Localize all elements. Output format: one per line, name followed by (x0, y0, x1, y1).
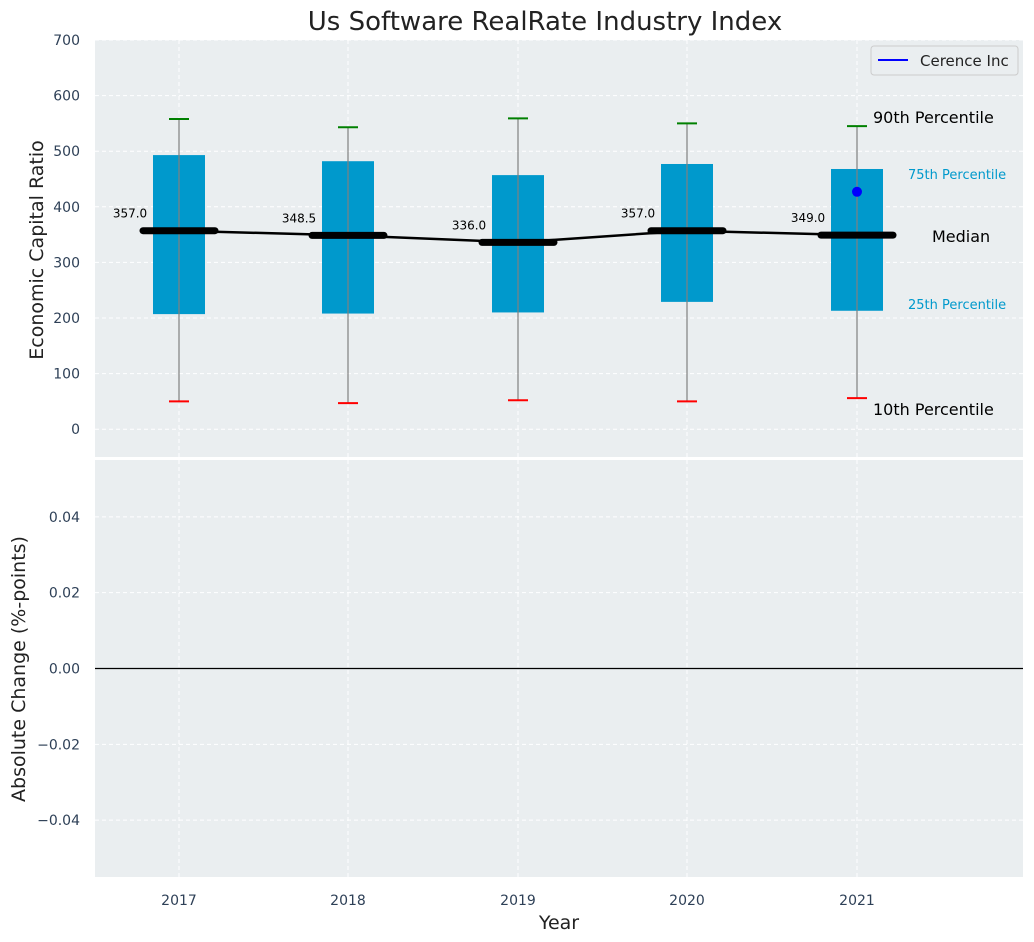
top-y-tick-label: 100 (53, 367, 80, 383)
top-y-tick-labels: 0 100 200 300 400 500 600 700 (53, 33, 80, 438)
median-line-group (139, 227, 897, 246)
top-y-tick-label: 0 (71, 422, 80, 438)
median-value-label: 349.0 (791, 211, 825, 225)
bottom-y-tick-label: 0.04 (49, 510, 80, 526)
median-value-label: 357.0 (621, 207, 655, 221)
x-tick-label: 2020 (669, 893, 705, 909)
top-y-tick-label: 300 (53, 255, 80, 271)
top-y-tick-label: 200 (53, 311, 80, 327)
x-tick-label: 2018 (330, 893, 366, 909)
median-value-labels: 357.0 348.5 336.0 357.0 349.0 (113, 207, 825, 233)
annotation-10th-percentile: 10th Percentile (873, 400, 994, 419)
company-point (852, 186, 862, 197)
top-y-tick-label: 400 (53, 200, 80, 216)
legend: Cerence Inc (870, 45, 1019, 76)
legend-frame (870, 45, 1019, 76)
x-axis-label: Year (538, 912, 579, 934)
bottom-y-tick-label: 0.00 (49, 662, 80, 678)
top-y-tick-label: 700 (53, 33, 80, 49)
legend-label: Cerence Inc (920, 52, 1009, 70)
median-value-label: 336.0 (452, 218, 486, 232)
x-tick-label: 2019 (500, 893, 536, 909)
x-tick-label: 2021 (839, 893, 875, 909)
median-value-label: 348.5 (282, 211, 316, 225)
bottom-y-tick-label: −0.04 (37, 813, 80, 829)
top-y-tick-label: 600 (53, 89, 80, 105)
annotation-median: Median (932, 227, 990, 246)
chart-title: Us Software RealRate Industry Index (308, 7, 782, 37)
company-point-group (852, 186, 862, 197)
top-y-axis-label: Economic Capital Ratio (26, 140, 48, 359)
annotation-75th-percentile: 75th Percentile (908, 168, 1006, 183)
median-value-label: 357.0 (113, 207, 147, 221)
top-y-tick-label: 500 (53, 144, 80, 160)
x-tick-labels: 2017 2018 2019 2020 2021 (161, 893, 875, 909)
top-grid (95, 39, 1023, 457)
bottom-y-tick-labels: −0.04 −0.02 0.00 0.02 0.04 (37, 510, 80, 829)
annotation-25th-percentile: 25th Percentile (908, 298, 1006, 313)
bottom-y-tick-label: 0.02 (49, 586, 80, 602)
bottom-y-axis-label: Absolute Change (%-points) (8, 536, 30, 802)
x-tick-label: 2017 (161, 893, 197, 909)
annotation-90th-percentile: 90th Percentile (873, 108, 994, 127)
top-panel-background (95, 40, 1023, 457)
bottom-y-tick-label: −0.02 (37, 737, 80, 753)
